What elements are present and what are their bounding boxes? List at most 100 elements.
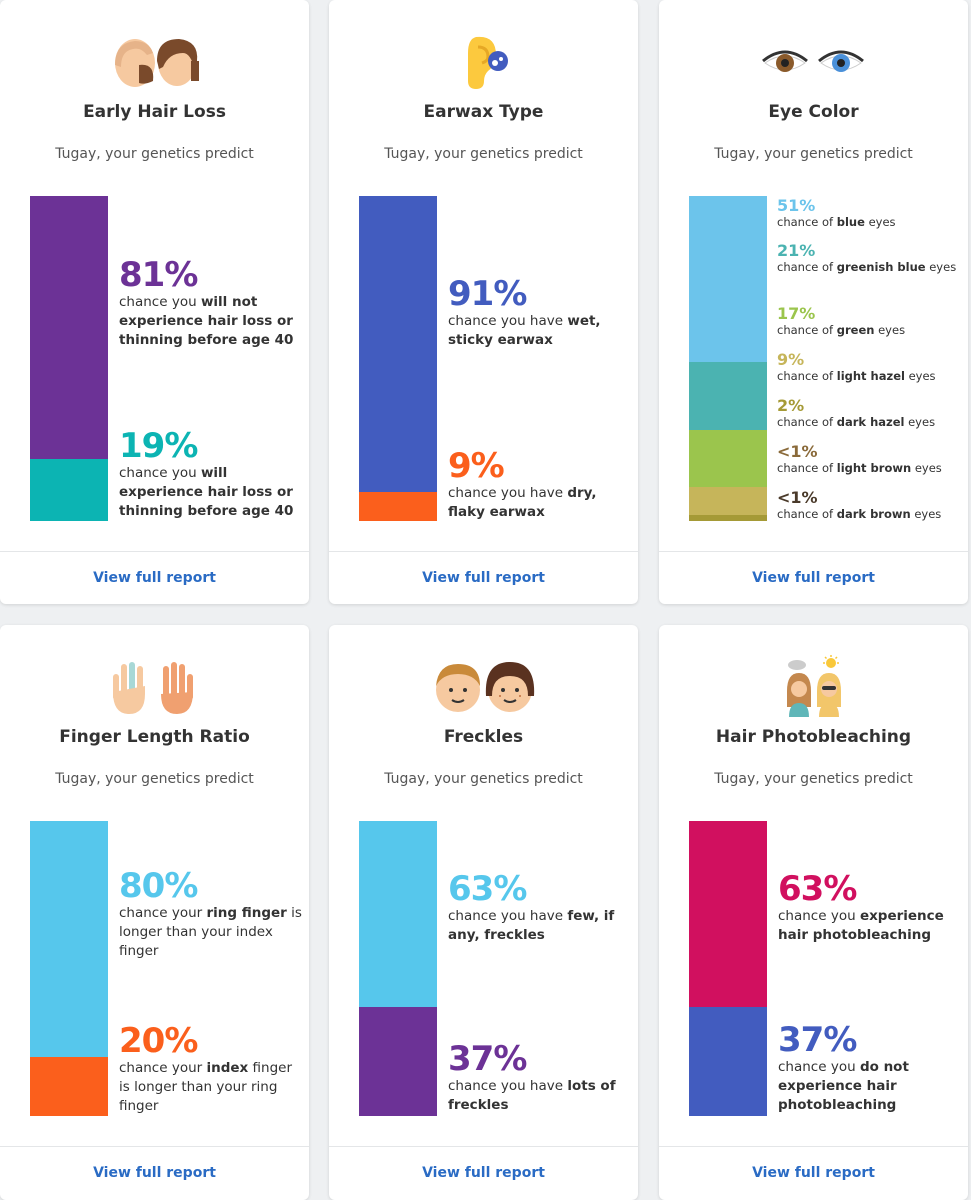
card-earwax-type: Earwax Type Tugay, your genetics predict… (329, 0, 638, 604)
card-hair-photobleaching: Hair Photobleaching Tugay, your genetics… (659, 625, 968, 1200)
card-title: Finger Length Ratio (59, 727, 250, 747)
result-description: chance of green eyes (777, 323, 906, 337)
result-description: chance of light hazel eyes (777, 369, 936, 383)
bar-segment (30, 821, 108, 1057)
result-primary: 63% chance you experience hair photoblea… (778, 871, 963, 945)
kids-faces-icon (329, 653, 638, 719)
result-description: chance of blue eyes (777, 215, 896, 229)
result-primary: 80% chance your ring finger is longer th… (119, 868, 304, 961)
card-divider (329, 1146, 638, 1147)
card-eye-color: Eye Color Tugay, your genetics predict 5… (659, 0, 968, 604)
bar-segment (689, 1006, 767, 1116)
result-description: chance you do not experience hair photob… (778, 1059, 909, 1113)
card-early-hair-loss: Early Hair Loss Tugay, your genetics pre… (0, 0, 309, 604)
eye-result: 9% chance of light hazel eyes (777, 351, 967, 384)
bar-segment (30, 1057, 108, 1116)
eye-result: 17% chance of green eyes (777, 305, 967, 338)
result-percent: 37% (448, 1039, 527, 1079)
result-secondary: 37% chance you have lots of freckles (448, 1041, 633, 1115)
bar-segment (359, 821, 437, 1007)
result-description: chance you will experience hair loss or … (119, 465, 294, 519)
result-percent: <1% (777, 488, 818, 507)
result-percent: 9% (777, 350, 805, 369)
card-title: Early Hair Loss (83, 102, 226, 122)
card-finger-length-ratio: Finger Length Ratio Tugay, your genetics… (0, 625, 309, 1200)
view-full-report-link[interactable]: View full report (93, 1165, 216, 1181)
eye-result: <1% chance of dark brown eyes (777, 489, 967, 522)
result-percent: 20% (119, 1021, 198, 1061)
result-percent: <1% (777, 442, 818, 461)
result-bar (359, 196, 437, 521)
eye-result: 2% chance of dark hazel eyes (777, 397, 967, 430)
card-title: Earwax Type (423, 102, 544, 122)
result-percent: 51% (777, 196, 816, 215)
result-percent: 81% (119, 255, 198, 295)
view-full-report-link[interactable]: View full report (422, 1165, 545, 1181)
card-subtitle: Tugay, your genetics predict (384, 771, 583, 787)
card-freckles: Freckles Tugay, your genetics predict 63… (329, 625, 638, 1200)
bald-and-hair-faces-icon (0, 28, 309, 94)
card-divider (659, 1146, 968, 1147)
view-full-report-link[interactable]: View full report (752, 570, 875, 586)
result-percent: 37% (778, 1020, 857, 1060)
result-secondary: 20% chance your index finger is longer t… (119, 1023, 304, 1116)
result-bar (359, 821, 437, 1116)
card-subtitle: Tugay, your genetics predict (55, 146, 254, 162)
result-percent: 63% (448, 869, 527, 909)
card-divider (659, 551, 968, 552)
card-title: Eye Color (768, 102, 859, 122)
bar-segment (359, 196, 437, 492)
result-description: chance of greenish blue eyes (777, 260, 957, 274)
result-percent: 17% (777, 304, 816, 323)
card-divider (0, 551, 309, 552)
result-description: chance you have few, if any, freckles (448, 908, 615, 943)
bar-segment (689, 821, 767, 1007)
result-percent: 80% (119, 866, 198, 906)
card-subtitle: Tugay, your genetics predict (714, 771, 913, 787)
bar-segment (689, 486, 767, 515)
eye-result: 21% chance of greenish blue eyes (777, 242, 967, 275)
result-percent: 19% (119, 426, 198, 466)
card-subtitle: Tugay, your genetics predict (384, 146, 583, 162)
result-description: chance your ring finger is longer than y… (119, 905, 302, 959)
result-description: chance of dark hazel eyes (777, 415, 936, 429)
result-description: chance of dark brown eyes (777, 507, 942, 521)
result-description: chance of light brown eyes (777, 461, 942, 475)
eyes-icon (659, 28, 968, 94)
card-divider (329, 551, 638, 552)
result-percent: 2% (777, 396, 805, 415)
view-full-report-link[interactable]: View full report (93, 570, 216, 586)
view-full-report-link[interactable]: View full report (752, 1165, 875, 1181)
result-percent: 63% (778, 869, 857, 909)
bar-segment (359, 1006, 437, 1116)
hands-icon (0, 653, 309, 719)
bar-segment (689, 361, 767, 430)
result-bar (30, 821, 108, 1116)
view-full-report-link[interactable]: View full report (422, 570, 545, 586)
card-subtitle: Tugay, your genetics predict (714, 146, 913, 162)
result-primary: 81% chance you will not experience hair … (119, 257, 304, 350)
result-bar (689, 821, 767, 1116)
result-description: chance you experience hair photobleachin… (778, 908, 944, 943)
result-secondary: 9% chance you have dry, flaky earwax (448, 448, 633, 522)
result-description: chance you have lots of freckles (448, 1078, 616, 1113)
card-subtitle: Tugay, your genetics predict (55, 771, 254, 787)
result-percent: 91% (448, 274, 527, 314)
eye-result: 51% chance of blue eyes (777, 197, 967, 230)
result-bar (689, 196, 767, 521)
bar-segment (689, 196, 767, 362)
result-bar (30, 196, 108, 521)
result-primary: 63% chance you have few, if any, freckle… (448, 871, 633, 945)
result-description: chance you have dry, flaky earwax (448, 485, 597, 520)
ear-icon (329, 28, 638, 94)
bar-segment (30, 459, 108, 521)
bar-segment (689, 514, 767, 521)
result-description: chance you will not experience hair loss… (119, 294, 294, 348)
sun-women-icon (659, 653, 968, 719)
result-percent: 9% (448, 446, 505, 486)
result-description: chance you have wet, sticky earwax (448, 313, 601, 348)
eye-result: <1% chance of light brown eyes (777, 443, 967, 476)
result-secondary: 19% chance you will experience hair loss… (119, 428, 304, 521)
bar-segment (359, 491, 437, 521)
result-primary: 91% chance you have wet, sticky earwax (448, 276, 633, 350)
